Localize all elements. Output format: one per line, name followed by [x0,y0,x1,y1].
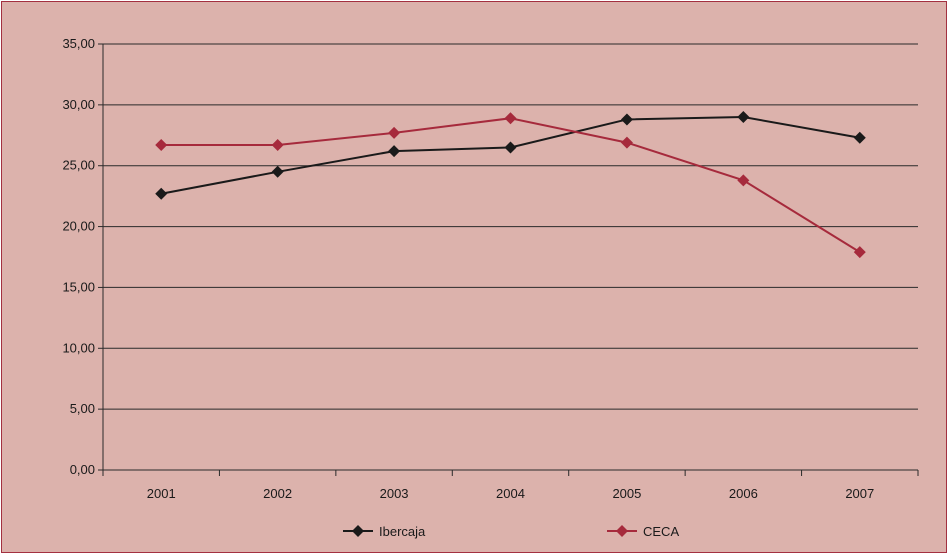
series-lines [155,111,866,259]
data-point-ceca [853,246,866,259]
series-line-ceca [161,117,861,253]
y-tick-label: 30,00 [62,97,95,112]
x-tick-label: 2005 [612,486,641,501]
axes: 0,00 5,00 10,00 15,00 20,00 25,00 30,00 35,00 20… [62,36,919,501]
y-tick-label: 5,00 [70,401,95,416]
x-tick-label: 2002 [263,486,292,501]
x-tick-label: 2007 [845,486,874,501]
legend-marker-ibercaja [352,525,364,537]
data-point-ibercaja [271,165,284,178]
y-tick-label: 25,00 [62,158,95,173]
x-tick-label: 2001 [147,486,176,501]
x-tick-label: 2006 [729,486,758,501]
y-tick-label: 20,00 [62,219,95,234]
x-tick-label: 2004 [496,486,525,501]
legend-marker-ceca [616,525,628,537]
data-point-ceca [271,139,284,152]
data-point-ibercaja [155,187,168,200]
series-line-ibercaja [161,116,860,195]
y-tick-label: 15,00 [62,279,95,294]
y-tick-label: 10,00 [62,340,95,355]
x-tick-label: 2003 [380,486,409,501]
data-point-ibercaja [620,113,633,126]
data-point-ceca [504,112,517,125]
legend-label: Ibercaja [379,524,426,539]
data-point-ceca [388,126,401,139]
data-point-ceca [737,174,750,187]
data-point-ibercaja [737,111,750,124]
data-point-ibercaja [388,145,401,158]
data-point-ibercaja [504,141,517,154]
gridlines [103,43,918,410]
data-point-ceca [620,136,633,149]
y-tick-label: 0,00 [70,462,95,477]
y-tick-label: 35,00 [62,36,95,51]
legend-label: CECA [643,524,679,539]
data-point-ceca [155,139,168,152]
data-point-ibercaja [853,131,866,144]
legend: Ibercaja CECA [343,524,679,539]
